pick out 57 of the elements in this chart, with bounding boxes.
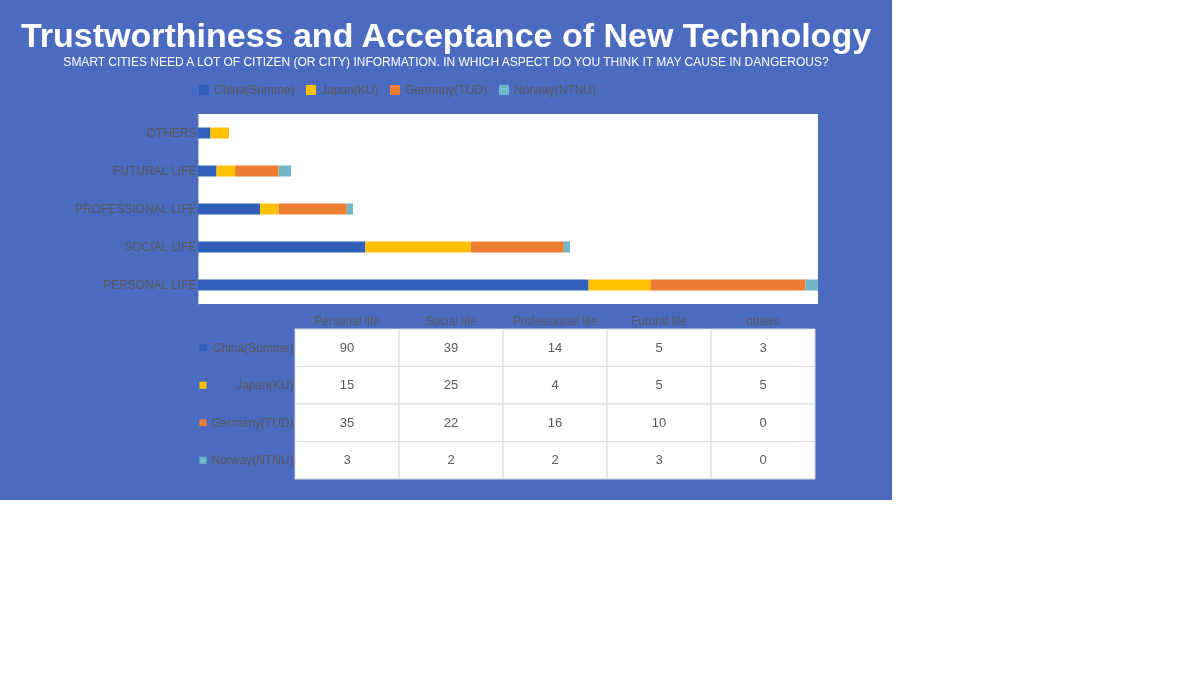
data-label: 5 [655,377,663,393]
data-label: 90 [339,339,355,355]
x-tick-label: Futural life [630,313,688,328]
data-label: 22 [443,414,459,430]
bar [365,241,471,253]
data-label: 3 [343,452,351,468]
y-tick-label: SOCIAL LIFE [124,240,197,254]
x-tick-label: Professional life [512,313,598,328]
data-label: 0 [759,452,767,468]
bar [198,127,211,139]
x-tick-label: Personal life [313,313,381,328]
bar [278,165,291,177]
bar [470,241,564,253]
data-label: 16 [547,414,563,430]
y-tick-label: China(Summe) [212,340,294,355]
bar [650,279,806,291]
y-tick-label: FUTURAL LIFE [112,164,197,178]
data-label: 3 [759,339,767,355]
data-label: 14 [547,339,563,355]
chart-title: Trustworthiness and Acceptance of New Technology [20,16,872,54]
data-label: 4 [551,377,559,393]
y-tick-label: PERSONAL LIFE [102,278,197,292]
bar [278,203,347,215]
bar [198,203,260,215]
data-label: 2 [447,452,455,468]
bar [805,279,818,291]
legend-label: Japan(KU) [321,83,379,97]
bar [260,203,279,215]
y-tick-label: OTHERS [146,126,197,140]
bar [210,127,229,139]
data-label: 10 [651,414,667,430]
data-label: 3 [655,452,663,468]
bar [235,165,279,177]
bar [198,279,589,291]
x-tick-label: others [746,313,780,328]
bar [198,165,217,177]
data-label: 35 [339,414,355,430]
y-tick-label: Norway(NTNU) [211,453,294,468]
bar [588,279,651,291]
data-label: 2 [551,452,559,468]
legend-label: Germany(TUD) [405,83,488,97]
y-tick-label: Japan(KU) [236,378,294,393]
bar [198,241,366,253]
data-label: 5 [759,377,767,393]
bar [346,203,353,215]
bar [563,241,570,253]
data-label: 25 [443,377,459,393]
chart-subtitle: SMART CITIES NEED A LOT OF CITIZEN (OR CITY) INFORMATION. IN WHICH ASPECT DO YOU THINK IT MAY CAUSE IN DANGEROUS? [63,55,829,69]
data-label: 39 [443,339,459,355]
legend-label: Norway(NTNU) [514,83,596,97]
data-label: 15 [339,377,355,393]
y-tick-label: PROFESSIONAL LIFE [74,202,197,216]
x-tick-label: Social life [425,313,477,328]
y-tick-label: Germany(TUD) [211,415,294,430]
bar [216,165,236,177]
data-label: 5 [655,339,663,355]
data-label: 0 [759,414,767,430]
